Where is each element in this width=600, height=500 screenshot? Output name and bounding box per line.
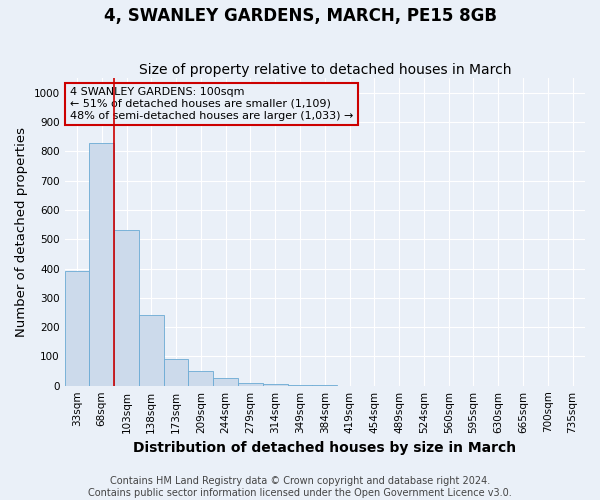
Y-axis label: Number of detached properties: Number of detached properties bbox=[15, 127, 28, 337]
Bar bbox=[188, 371, 213, 386]
Text: Contains HM Land Registry data © Crown copyright and database right 2024.
Contai: Contains HM Land Registry data © Crown c… bbox=[88, 476, 512, 498]
Bar bbox=[213, 378, 238, 386]
Bar bbox=[139, 316, 164, 386]
Bar bbox=[114, 230, 139, 386]
Text: 4 SWANLEY GARDENS: 100sqm
← 51% of detached houses are smaller (1,109)
48% of se: 4 SWANLEY GARDENS: 100sqm ← 51% of detac… bbox=[70, 88, 353, 120]
Bar bbox=[263, 384, 287, 386]
Text: 4, SWANLEY GARDENS, MARCH, PE15 8GB: 4, SWANLEY GARDENS, MARCH, PE15 8GB bbox=[104, 8, 497, 26]
Bar bbox=[65, 272, 89, 386]
X-axis label: Distribution of detached houses by size in March: Distribution of detached houses by size … bbox=[133, 441, 517, 455]
Bar bbox=[89, 142, 114, 386]
Bar bbox=[238, 383, 263, 386]
Bar bbox=[164, 360, 188, 386]
Bar bbox=[287, 385, 313, 386]
Title: Size of property relative to detached houses in March: Size of property relative to detached ho… bbox=[139, 63, 511, 77]
